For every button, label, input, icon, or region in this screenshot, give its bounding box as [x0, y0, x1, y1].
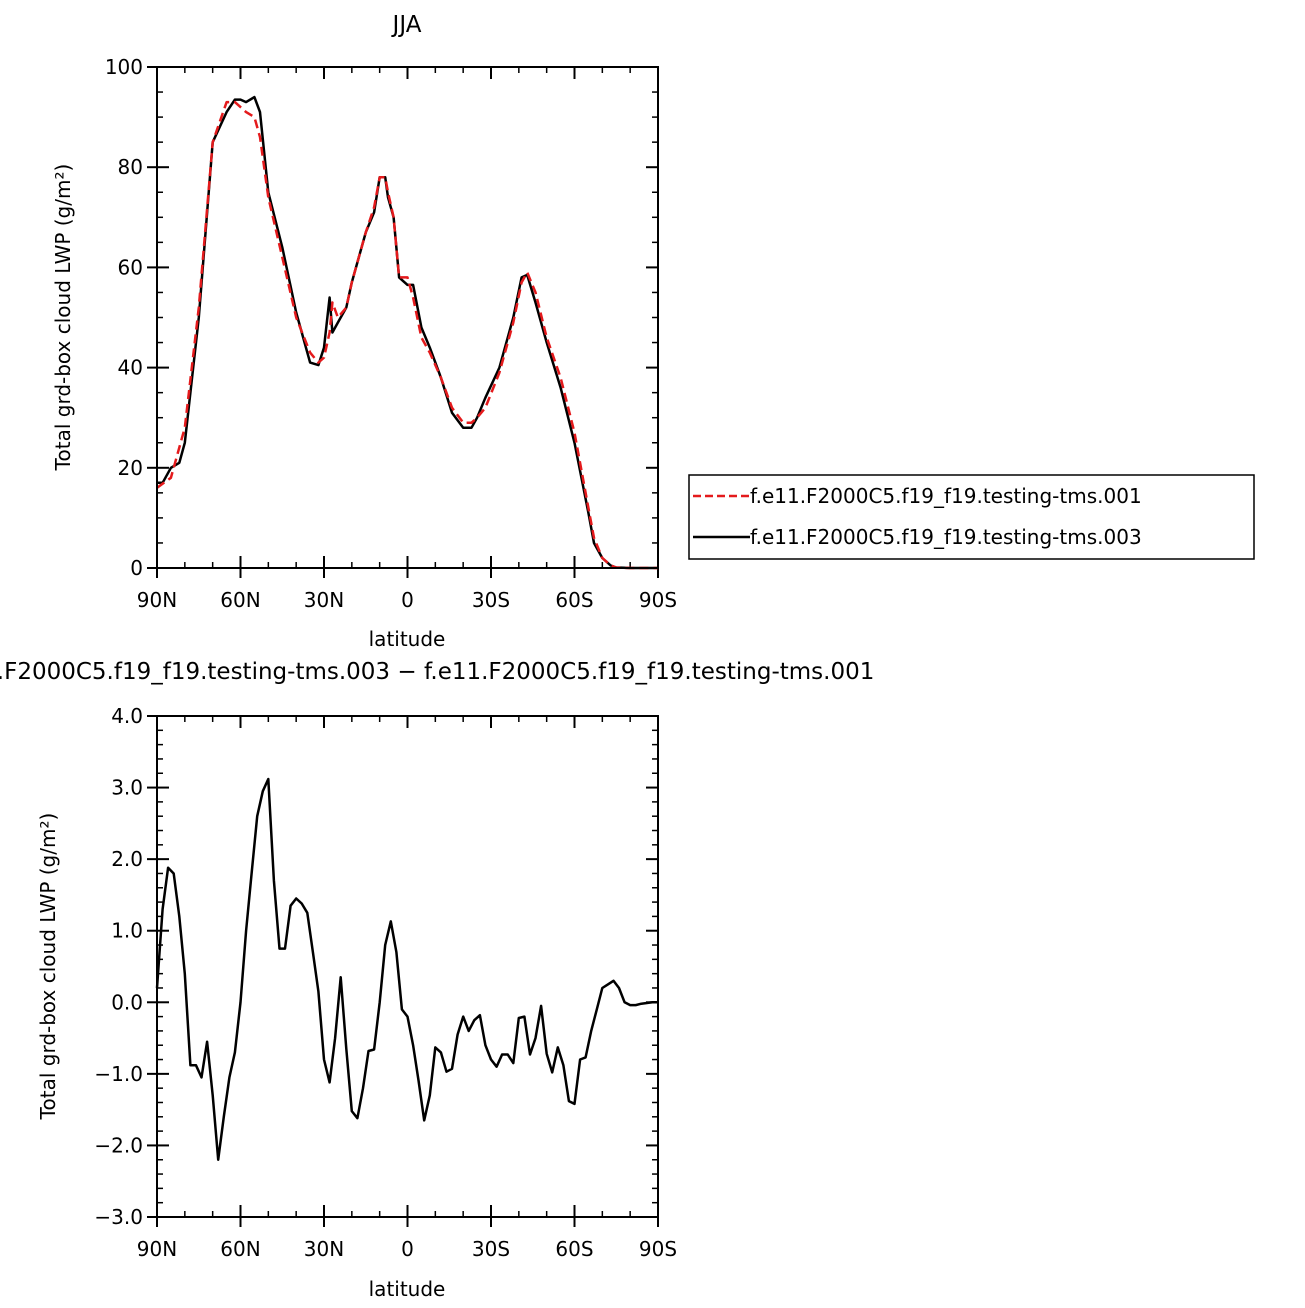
- top-xtick-label: 90N: [137, 588, 177, 612]
- bottom-xtick-label: 30N: [304, 1237, 344, 1261]
- top-plot-frame: [156, 66, 659, 569]
- bottom-ytick-label: −1.0: [94, 1062, 143, 1086]
- bottom-series-group: [155, 777, 658, 1161]
- top-xtick-label: 30S: [472, 588, 510, 612]
- bottom-ytick-label: 3.0: [111, 776, 143, 800]
- top-ytick-label: 40: [118, 356, 143, 380]
- bottom-x-axis-label: latitude: [369, 1277, 446, 1301]
- legend: f.e11.F2000C5.f19_f19.testing-tms.001 f.…: [688, 474, 1255, 560]
- top-ytick-label: 80: [118, 155, 143, 179]
- bottom-ytick-label: −3.0: [94, 1205, 143, 1229]
- top-x-axis-label: latitude: [369, 627, 446, 651]
- top-xtick-label: 60N: [220, 588, 260, 612]
- bottom-ytick-label: 0.0: [111, 990, 143, 1014]
- bottom-chart-title: f.e11.F2000C5.f19_f19.testing-tms.003 − …: [0, 659, 874, 685]
- top-chart-title: JJA: [391, 12, 422, 38]
- legend-label-003: f.e11.F2000C5.f19_f19.testing-tms.003: [750, 525, 1142, 549]
- top-series-group: [156, 95, 658, 570]
- bottom-xtick-label: 90N: [137, 1237, 177, 1261]
- bottom-xtick-label: 30S: [472, 1237, 510, 1261]
- bottom-axis-ticks: −3.0 −2.0 −1.0 0.0 1.0 2.0 3.0 4.0 90N 60N 30N 0 30S…: [94, 704, 677, 1261]
- bottom-xtick-label: 60S: [555, 1237, 593, 1261]
- top-ytick-label: 60: [118, 255, 143, 279]
- top-y-axis-label: Total grd-box cloud LWP (g/m²): [51, 164, 75, 472]
- top-panel: JJA 0 20 40 60 80 100 90N 60N 30N 0 30S 60S 90S lati…: [51, 12, 1255, 651]
- bottom-plot-frame: [156, 715, 659, 1218]
- bottom-ytick-label: 4.0: [111, 704, 143, 728]
- top-axis-ticks: 0 20 40 60 80 100 90N 60N 30N 0 30S 60S 90S: [105, 55, 677, 612]
- top-ytick-label: 0: [130, 556, 143, 580]
- top-series-line-1: [157, 95, 658, 570]
- bottom-ytick-label: 1.0: [111, 919, 143, 943]
- bottom-panel: f.e11.F2000C5.f19_f19.testing-tms.003 − …: [0, 659, 874, 1301]
- top-xtick-label: 90S: [639, 588, 677, 612]
- bottom-y-axis-label: Total grd-box cloud LWP (g/m²): [36, 813, 60, 1121]
- bottom-ytick-label: 2.0: [111, 847, 143, 871]
- legend-box: [688, 474, 1255, 560]
- bottom-xtick-label: 90S: [639, 1237, 677, 1261]
- top-ytick-label: 100: [105, 55, 143, 79]
- top-xtick-label: 0: [401, 588, 414, 612]
- top-series-line-0: [156, 100, 658, 570]
- bottom-xtick-label: 60N: [220, 1237, 260, 1261]
- top-xtick-label: 30N: [304, 588, 344, 612]
- bottom-xtick-label: 0: [401, 1237, 414, 1261]
- top-xtick-label: 60S: [555, 588, 593, 612]
- bottom-series-line-0: [155, 777, 658, 1161]
- legend-label-001: f.e11.F2000C5.f19_f19.testing-tms.001: [750, 484, 1142, 508]
- top-ytick-label: 20: [118, 456, 143, 480]
- bottom-ytick-label: −2.0: [94, 1133, 143, 1157]
